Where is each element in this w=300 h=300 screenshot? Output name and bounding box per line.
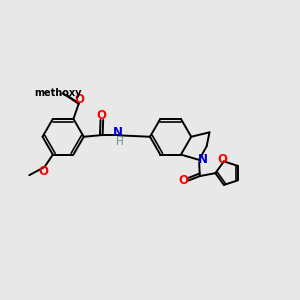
Text: O: O — [178, 174, 188, 187]
Text: methoxy: methoxy — [59, 94, 65, 95]
Text: O: O — [38, 165, 48, 178]
Text: H: H — [116, 137, 124, 147]
Text: N: N — [112, 126, 123, 140]
Text: methoxy: methoxy — [34, 88, 82, 98]
Text: O: O — [218, 152, 227, 166]
Text: O: O — [96, 109, 106, 122]
Text: N: N — [198, 153, 208, 166]
Text: O: O — [74, 93, 84, 106]
